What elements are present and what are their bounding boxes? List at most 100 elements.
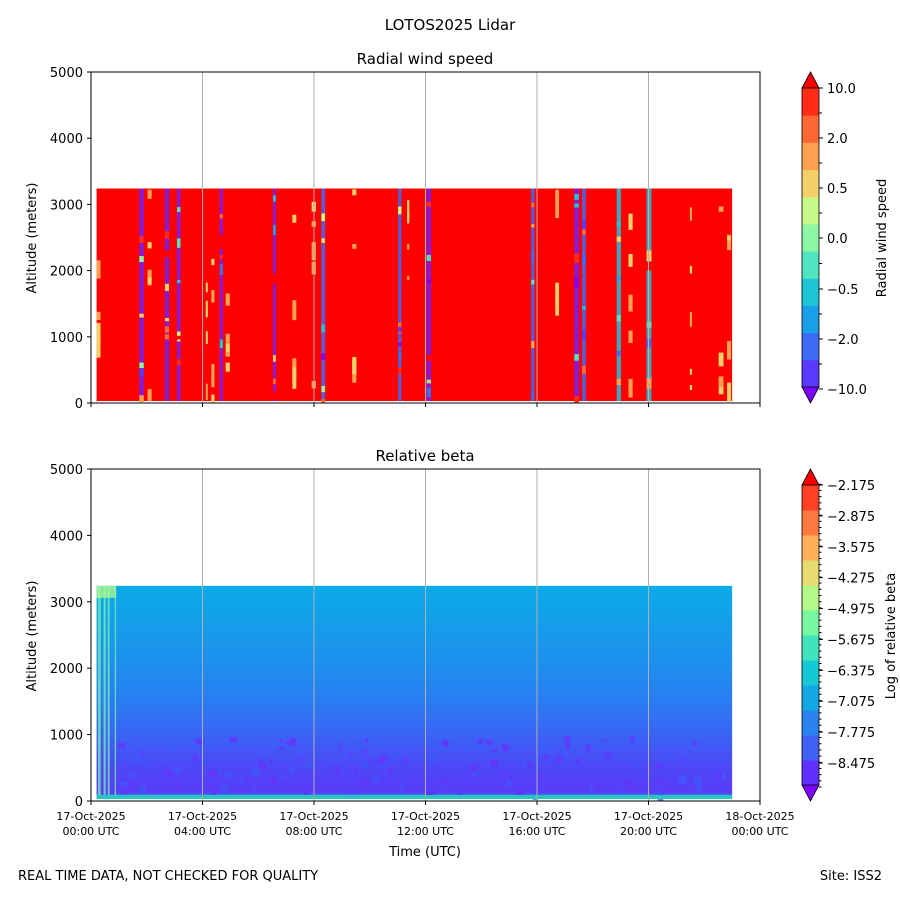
figure-title: LOTOS2025 Lidar: [385, 16, 516, 34]
heatmap-speckle: [139, 362, 144, 369]
heatmap-speckle: [435, 755, 438, 763]
heatmap-speckle: [398, 353, 402, 360]
heatmap-speckle: [368, 757, 372, 766]
heatmap-speckle: [469, 764, 477, 771]
colorbar-tick-label: −6.375: [827, 664, 875, 679]
heatmap-speckle: [335, 768, 339, 777]
heatmap-speckle: [213, 789, 217, 795]
radial-wind-y-ticks: 0 1000 2000 3000 4000 5000: [50, 66, 91, 412]
x-tick-time-label: 08:00 UTC: [285, 825, 342, 838]
heatmap-speckle: [321, 213, 326, 222]
heatmap-streak: [97, 585, 101, 800]
heatmap-speckle: [205, 309, 208, 318]
heatmap-speckle: [147, 389, 152, 401]
heatmap-speckle: [666, 787, 671, 794]
heatmap-speckle: [211, 290, 215, 303]
heatmap-speckle: [646, 739, 650, 745]
heatmap-speckle: [628, 294, 633, 312]
heatmap-streak: [114, 585, 117, 800]
heatmap-speckle: [426, 201, 431, 207]
heatmap-speckle: [225, 771, 233, 778]
x-tick-date-label: 17-Oct-2025: [391, 810, 460, 823]
heatmap-speckle: [407, 199, 410, 217]
x-tick-date-label: 17-Oct-2025: [502, 810, 571, 823]
heatmap-speckle: [277, 754, 281, 760]
heatmap-speckle: [96, 311, 101, 320]
colorbar-tick-label: −2.875: [827, 510, 875, 525]
relative-beta-colorbar: −8.475 −7.775 −7.075 −6.375 −5.675 −4.975 −4.2…: [801, 468, 875, 802]
colorbar-segment: [802, 610, 819, 636]
colorbar-tick-label: −7.075: [827, 695, 875, 710]
heatmap-stripe: [219, 188, 223, 402]
heatmap-speckle: [485, 739, 493, 746]
x-tick-date-label: 17-Oct-2025: [168, 810, 237, 823]
heatmap-speckle: [582, 306, 586, 310]
heatmap-speckle: [349, 751, 352, 756]
colorbar-extend-max: [801, 468, 820, 486]
heatmap-speckle: [554, 755, 562, 763]
colorbar-segment: [802, 685, 819, 711]
heatmap-speckle: [209, 769, 217, 777]
heatmap-speckle: [388, 767, 393, 774]
heatmap-speckle: [469, 771, 476, 775]
heatmap-speckle: [582, 329, 586, 340]
heatmap-speckle: [304, 788, 309, 797]
heatmap-speckle: [229, 736, 238, 743]
heatmap-speckle: [127, 773, 135, 777]
colorbar-segment: [802, 305, 819, 334]
heatmap-speckle: [360, 777, 367, 786]
heatmap-speckle: [225, 362, 230, 372]
heatmap-speckle: [270, 776, 276, 785]
heatmap-speckle: [225, 333, 230, 343]
colorbar-tick-label: 0.0: [827, 232, 848, 247]
x-tick-date-label: 18-Oct-2025: [725, 810, 794, 823]
heatmap-speckle: [139, 313, 144, 318]
heatmap-surface-band: [96, 795, 733, 800]
heatmap-speckle: [292, 370, 297, 389]
heatmap-speckle: [536, 774, 543, 780]
heatmap-speckle: [172, 744, 176, 748]
heatmap-speckle: [616, 221, 621, 227]
heatmap-speckle: [211, 394, 215, 403]
heatmap-speckle: [174, 768, 181, 772]
heatmap-speckle: [718, 376, 724, 388]
heatmap-speckle: [574, 354, 579, 361]
radial-wind-colorbar-label: Radial wind speed: [875, 179, 890, 297]
heatmap-speckle: [219, 214, 223, 219]
heatmap-speckle: [616, 315, 621, 322]
heatmap-speckle: [628, 253, 633, 267]
heatmap-speckle: [219, 241, 223, 250]
heatmap-speckle: [134, 759, 142, 763]
colorbar-segment: [802, 735, 819, 761]
heatmap-speckle: [292, 300, 297, 321]
heatmap-speckle: [164, 250, 170, 258]
heatmap-speckle: [195, 738, 203, 745]
x-tick-time-label: 04:00 UTC: [174, 825, 231, 838]
colorbar-tick-label: 0.5: [827, 182, 848, 197]
heatmap-speckle: [164, 326, 170, 333]
heatmap-speckle: [426, 792, 432, 796]
heatmap-speckle: [590, 786, 593, 793]
heatmap-speckle: [689, 265, 693, 274]
heatmap-speckle: [633, 787, 639, 793]
heatmap-speckle: [133, 741, 136, 746]
site-label: Site: ISS2: [819, 869, 882, 884]
heatmap-speckle: [426, 354, 431, 361]
y-tick-label: 4000: [50, 132, 83, 147]
relative-beta-title: Relative beta: [375, 447, 474, 465]
heatmap-speckle: [531, 392, 535, 399]
heatmap-speckle: [574, 396, 579, 403]
colorbar-tick-label: −5.675: [827, 633, 875, 648]
heatmap-speckle: [211, 258, 215, 266]
heatmap-speckle: [139, 785, 146, 794]
heatmap-speckle: [429, 754, 436, 759]
heatmap-stripe: [398, 188, 402, 402]
heatmap-speckle: [398, 367, 402, 375]
heatmap-speckle: [312, 749, 317, 756]
heatmap-speckle: [354, 768, 358, 773]
heatmap-speckle: [147, 189, 152, 199]
heatmap-speckle: [630, 735, 634, 743]
colorbar-tick-label: 10.0: [827, 82, 856, 97]
heatmap-speckle: [120, 747, 124, 755]
heatmap-speckle: [722, 771, 726, 780]
